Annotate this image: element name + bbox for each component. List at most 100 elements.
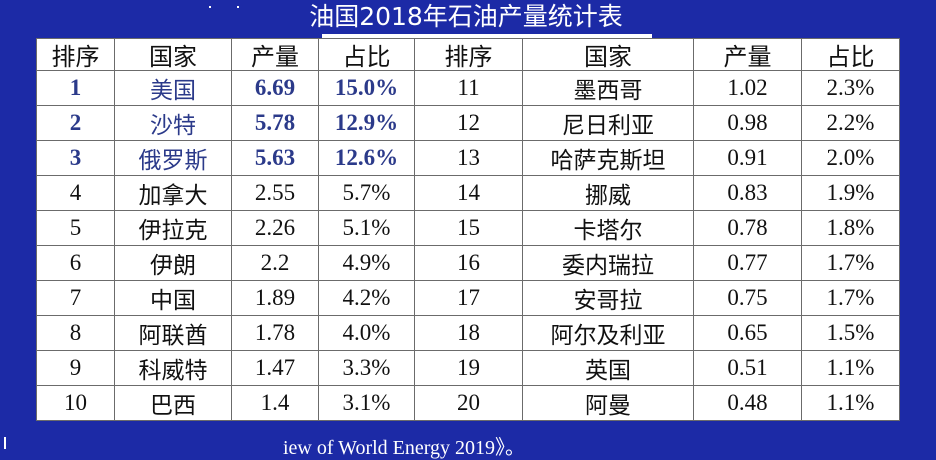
share-cell: 2.0%: [801, 140, 900, 176]
share-cell: 3.3%: [318, 350, 415, 386]
decor-dot: [4, 437, 6, 449]
page-title: 油国2018年石油产量统计表: [309, 2, 623, 31]
country-cell: 加拿大: [114, 175, 232, 211]
rank-cell: 9: [36, 350, 115, 386]
share-cell: 12.6%: [318, 140, 415, 176]
production-cell: 2.26: [231, 210, 319, 246]
table-row: 10 巴西 1.4 3.1% 20 阿曼 0.48 1.1%: [36, 385, 900, 421]
production-cell: 1.47: [231, 350, 319, 386]
rank-cell: 12: [414, 105, 523, 141]
share-cell: 1.7%: [801, 245, 900, 281]
country-cell: 阿曼: [522, 385, 694, 421]
rank-cell: 7: [36, 280, 115, 316]
country-cell: 安哥拉: [522, 280, 694, 316]
share-cell: 2.3%: [801, 70, 900, 106]
country-cell: 阿联酋: [114, 315, 232, 351]
production-cell: 0.51: [693, 350, 802, 386]
share-cell: 1.9%: [801, 175, 900, 211]
share-cell: 4.9%: [318, 245, 415, 281]
rank-cell: 15: [414, 210, 523, 246]
production-cell: 0.65: [693, 315, 802, 351]
rank-cell: 13: [414, 140, 523, 176]
table-row: 6 伊朗 2.2 4.9% 16 委内瑞拉 0.77 1.7%: [36, 245, 900, 281]
country-cell: 卡塔尔: [522, 210, 694, 246]
rank-cell: 17: [414, 280, 523, 316]
header-rank: 排序: [414, 38, 523, 71]
production-cell: 0.48: [693, 385, 802, 421]
rank-cell: 10: [36, 385, 115, 421]
share-cell: 1.5%: [801, 315, 900, 351]
production-cell: 2.55: [231, 175, 319, 211]
header-rank: 排序: [36, 38, 115, 71]
table-row: 7 中国 1.89 4.2% 17 安哥拉 0.75 1.7%: [36, 280, 900, 316]
share-cell: 1.7%: [801, 280, 900, 316]
header-production: 产量: [231, 38, 319, 71]
country-cell: 俄罗斯: [114, 140, 232, 176]
country-cell: 巴西: [114, 385, 232, 421]
share-cell: 2.2%: [801, 105, 900, 141]
table-row: 3 俄罗斯 5.63 12.6% 13 哈萨克斯坦 0.91 2.0%: [36, 140, 900, 176]
header-share: 占比: [801, 38, 900, 71]
rank-cell: 11: [414, 70, 523, 106]
header-production: 产量: [693, 38, 802, 71]
production-cell: 1.02: [693, 70, 802, 106]
table-row: 4 加拿大 2.55 5.7% 14 挪威 0.83 1.9%: [36, 175, 900, 211]
share-cell: 3.1%: [318, 385, 415, 421]
country-cell: 哈萨克斯坦: [522, 140, 694, 176]
share-cell: 12.9%: [318, 105, 415, 141]
rank-cell: 6: [36, 245, 115, 281]
source-note: iew of World Energy 2019》。: [283, 437, 526, 459]
production-cell: 2.2: [231, 245, 319, 281]
rank-cell: 3: [36, 140, 115, 176]
rank-cell: 16: [414, 245, 523, 281]
country-cell: 委内瑞拉: [522, 245, 694, 281]
table-row: 9 科威特 1.47 3.3% 19 英国 0.51 1.1%: [36, 350, 900, 386]
share-cell: 4.2%: [318, 280, 415, 316]
production-cell: 5.78: [231, 105, 319, 141]
production-cell: 0.75: [693, 280, 802, 316]
production-cell: 5.63: [231, 140, 319, 176]
country-cell: 英国: [522, 350, 694, 386]
header-country: 国家: [522, 38, 694, 71]
production-cell: 0.98: [693, 105, 802, 141]
country-cell: 中国: [114, 280, 232, 316]
production-cell: 0.83: [693, 175, 802, 211]
header-share: 占比: [318, 38, 415, 71]
share-cell: 5.7%: [318, 175, 415, 211]
rank-cell: 14: [414, 175, 523, 211]
rank-cell: 4: [36, 175, 115, 211]
country-cell: 美国: [114, 70, 232, 106]
share-cell: 1.8%: [801, 210, 900, 246]
production-cell: 1.89: [231, 280, 319, 316]
share-cell: 1.1%: [801, 350, 900, 386]
share-cell: 4.0%: [318, 315, 415, 351]
country-cell: 伊拉克: [114, 210, 232, 246]
country-cell: 尼日利亚: [522, 105, 694, 141]
table-row: 8 阿联酋 1.78 4.0% 18 阿尔及利亚 0.65 1.5%: [36, 315, 900, 351]
decor-dot: [209, 6, 211, 8]
table-row: 1 美国 6.69 15.0% 11 墨西哥 1.02 2.3%: [36, 70, 900, 106]
country-cell: 沙特: [114, 105, 232, 141]
table-row: 2 沙特 5.78 12.9% 12 尼日利亚 0.98 2.2%: [36, 105, 900, 141]
production-cell: 1.78: [231, 315, 319, 351]
rank-cell: 8: [36, 315, 115, 351]
production-cell: 6.69: [231, 70, 319, 106]
table-row: 5 伊拉克 2.26 5.1% 15 卡塔尔 0.78 1.8%: [36, 210, 900, 246]
table-header-row: 排序 国家 产量 占比 排序 国家 产量 占比: [36, 38, 900, 71]
rank-cell: 1: [36, 70, 115, 106]
country-cell: 墨西哥: [522, 70, 694, 106]
country-cell: 阿尔及利亚: [522, 315, 694, 351]
header-country: 国家: [114, 38, 232, 71]
country-cell: 科威特: [114, 350, 232, 386]
rank-cell: 2: [36, 105, 115, 141]
share-cell: 5.1%: [318, 210, 415, 246]
production-cell: 0.77: [693, 245, 802, 281]
rank-cell: 19: [414, 350, 523, 386]
country-cell: 伊朗: [114, 245, 232, 281]
oil-production-table: 排序 国家 产量 占比 排序 国家 产量 占比 1 美国 6.69 15.0% …: [36, 38, 900, 421]
rank-cell: 5: [36, 210, 115, 246]
production-cell: 0.78: [693, 210, 802, 246]
rank-cell: 18: [414, 315, 523, 351]
production-cell: 0.91: [693, 140, 802, 176]
rank-cell: 20: [414, 385, 523, 421]
